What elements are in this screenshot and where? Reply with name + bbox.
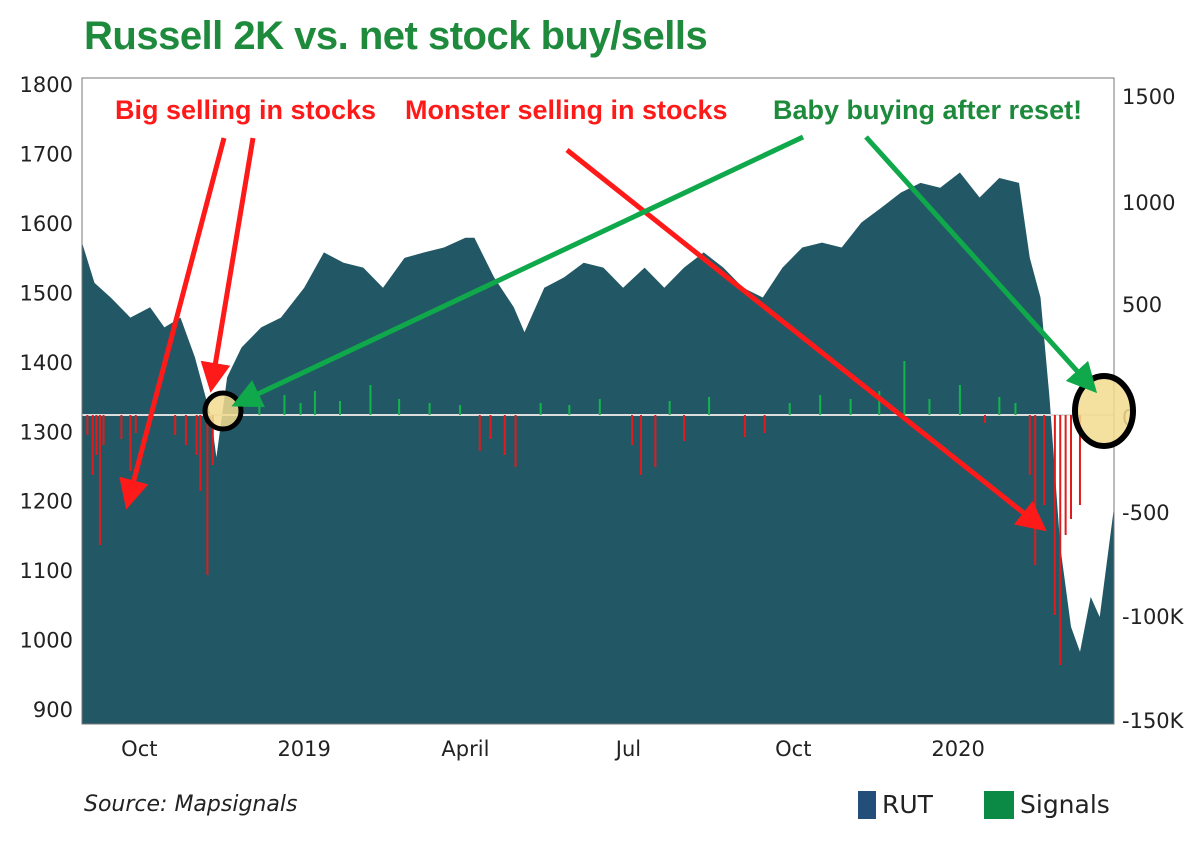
left-axis-tick: 1800 — [20, 73, 73, 97]
legend-label-rut: RUT — [882, 790, 933, 819]
left-axis-tick: 1400 — [20, 351, 73, 375]
signal-bar — [211, 415, 214, 465]
signal-bar — [819, 395, 822, 415]
left-axis-tick: 1600 — [20, 212, 73, 236]
chart-title: Russell 2K vs. net stock buy/sells — [84, 14, 708, 58]
right-axis-tick: -150K — [1122, 709, 1185, 733]
signal-bar — [998, 397, 1001, 415]
signal-bar — [428, 403, 431, 415]
left-axis-tick: 1200 — [20, 490, 73, 514]
arrow-baby-buying-2 — [864, 135, 1098, 394]
legend-label-signals: Signals — [1020, 790, 1110, 819]
signal-bar — [184, 415, 187, 445]
signal-bar — [91, 415, 94, 475]
signal-bar — [903, 361, 906, 415]
legend-item-rut: RUT — [858, 790, 933, 819]
signal-bar — [313, 391, 316, 415]
signal-bar — [195, 415, 198, 455]
signal-bar — [503, 415, 506, 455]
signal-bar — [98, 415, 101, 545]
signal-bar — [206, 415, 209, 575]
right-axis-tick: 1500 — [1122, 85, 1175, 109]
right-axis-tick: 500 — [1122, 293, 1162, 317]
signal-bar — [763, 415, 766, 433]
signal-bar — [1034, 415, 1037, 565]
signal-bar — [199, 415, 202, 491]
x-axis-tick: 2019 — [277, 737, 330, 761]
legend-item-signals: Signals — [984, 790, 1110, 819]
signal-bar — [1064, 415, 1067, 535]
left-axis-tick: 1100 — [20, 559, 73, 583]
right-axis-tick: -100K — [1122, 605, 1185, 629]
x-axis-tick: April — [441, 737, 489, 761]
signal-bar — [134, 415, 137, 433]
signal-bar — [1014, 403, 1017, 415]
signal-bar — [299, 403, 302, 415]
signal-bar — [958, 385, 961, 415]
signal-bar — [598, 399, 601, 415]
signal-bar — [398, 399, 401, 415]
signal-bar — [120, 415, 123, 439]
left-axis-tick: 900 — [33, 698, 73, 722]
signal-bar — [1078, 415, 1081, 505]
highlight-circle-2020 — [1072, 373, 1136, 449]
signal-bar — [1059, 415, 1062, 665]
annotation-big-selling: Big selling in stocks — [115, 95, 376, 125]
right-axis-tick: 1000 — [1122, 191, 1175, 215]
signal-bar — [339, 401, 341, 415]
signal-bar — [539, 403, 542, 415]
signal-bar — [788, 403, 791, 415]
signal-bar — [95, 415, 98, 455]
signal-bar — [459, 405, 462, 415]
x-axis-tick: 2020 — [931, 737, 984, 761]
signal-bar — [283, 395, 286, 415]
signal-bar — [668, 401, 671, 415]
left-axis-tick: 1500 — [20, 281, 73, 305]
legend-swatch-rut — [858, 790, 876, 819]
signal-bar — [129, 415, 132, 471]
legend-swatch-signals — [984, 790, 1014, 819]
annotation-monster-selling: Monster selling in stocks — [405, 95, 728, 125]
highlight-circle-2018 — [202, 390, 244, 432]
signal-bar — [1070, 415, 1072, 519]
source-note: Source: Mapsignals — [84, 792, 298, 817]
rut-area — [82, 172, 1114, 724]
signal-bar — [708, 397, 711, 415]
arrow-big-selling-2 — [200, 137, 256, 393]
signal-bar — [654, 415, 657, 467]
annotation-baby-buying: Baby buying after reset! — [773, 95, 1082, 125]
left-axis-tick: 1300 — [20, 420, 73, 444]
signal-bar — [683, 415, 685, 441]
signal-bar — [568, 405, 571, 415]
signal-bar — [878, 391, 881, 415]
signal-bar — [86, 415, 89, 435]
signal-bar — [631, 415, 634, 445]
signal-bar — [1028, 415, 1031, 475]
signal-bar — [1053, 415, 1056, 615]
x-axis-tick: Oct — [775, 737, 811, 761]
signal-bar — [478, 415, 481, 451]
left-axis-tick: 1700 — [20, 142, 73, 166]
arrow-big-selling-1 — [119, 137, 227, 510]
signal-bar — [743, 415, 746, 437]
x-axis-tick: Jul — [614, 737, 641, 761]
signal-bar — [1043, 415, 1046, 505]
x-axis-tick: Oct — [121, 737, 157, 761]
signal-bar — [489, 415, 492, 439]
signal-bar — [369, 385, 372, 415]
signal-bar — [174, 415, 177, 435]
right-axis-tick: -500 — [1122, 501, 1170, 525]
signal-bar — [984, 415, 986, 423]
signal-bar — [258, 399, 261, 415]
signal-bar — [102, 415, 105, 445]
signal-bar — [514, 415, 517, 467]
arrow-baby-buying-1 — [231, 134, 805, 408]
signal-bar — [928, 399, 931, 415]
signal-bar — [640, 415, 642, 475]
signal-bar — [849, 399, 852, 415]
left-axis-tick: 1000 — [20, 629, 73, 653]
